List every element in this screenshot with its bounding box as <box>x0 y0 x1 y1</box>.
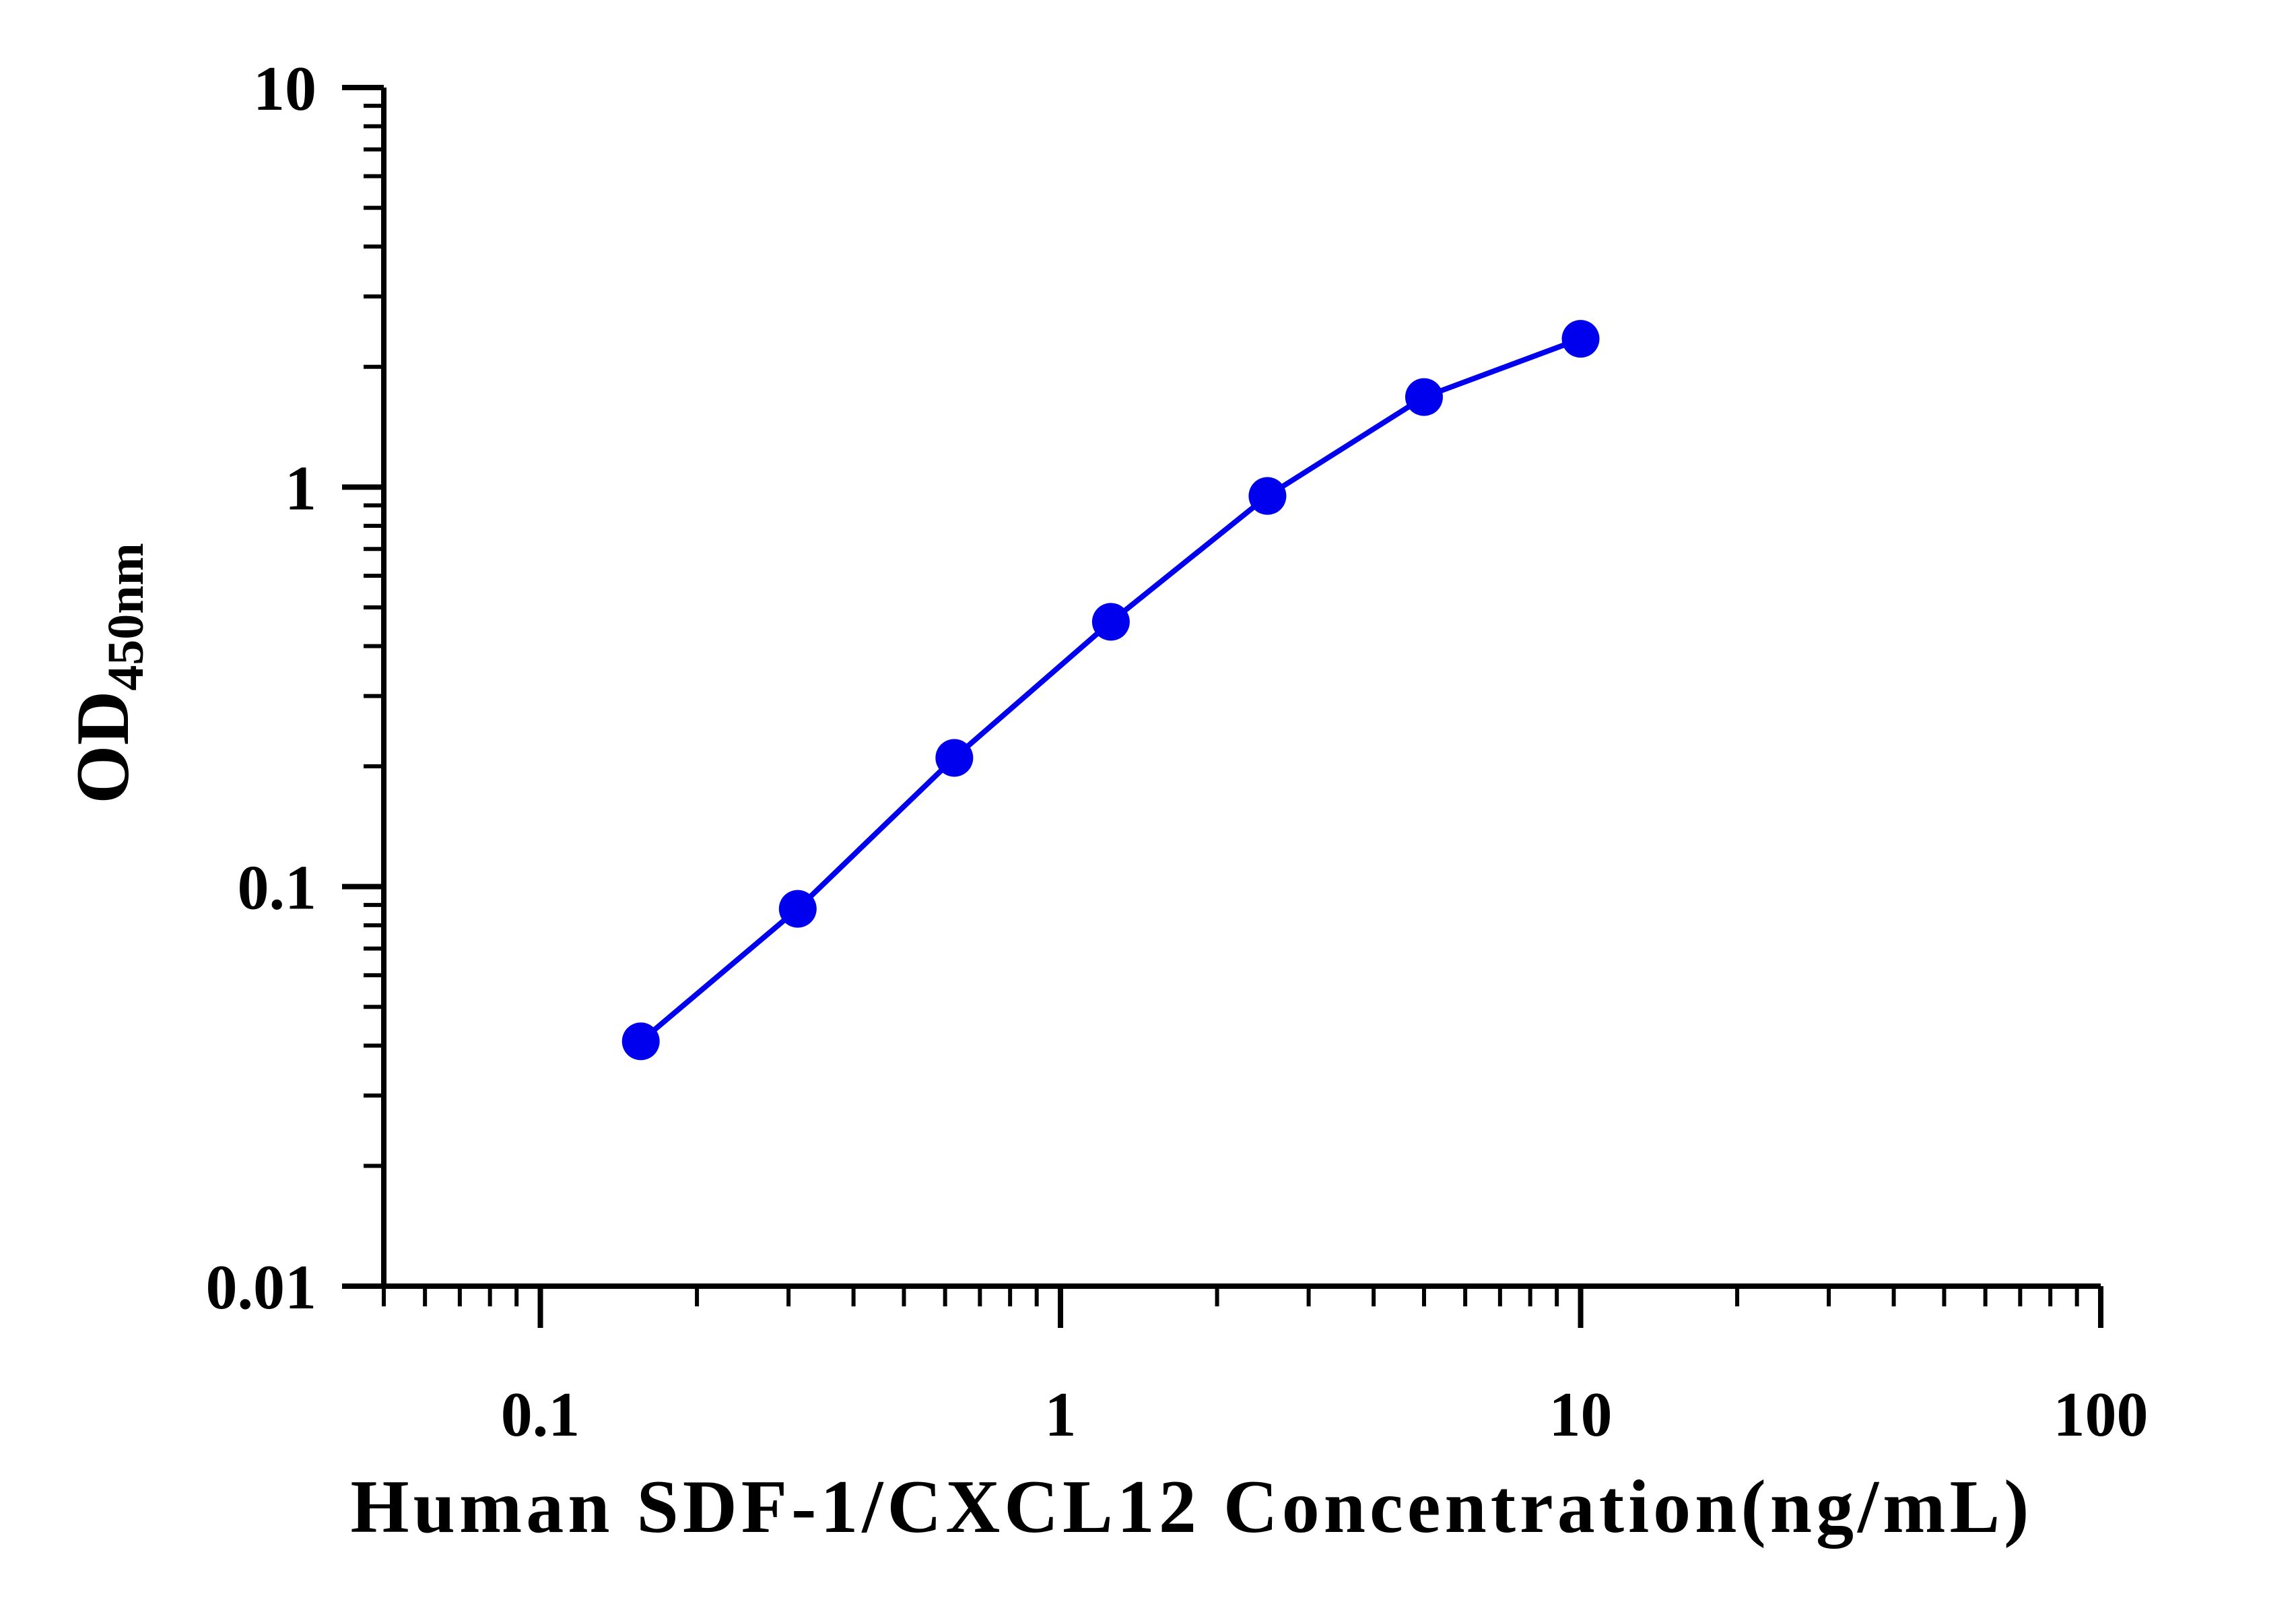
x-tick-label: 100 <box>2054 1380 2149 1450</box>
x-axis-ticks <box>382 1286 2103 1328</box>
y-axis-tick-labels: 0.01 0.1 1 10 <box>206 54 317 1323</box>
x-axis-tick-labels: 0.1 1 10 100 <box>501 1380 2149 1450</box>
series-layer <box>621 320 1600 1061</box>
y-tick-label: 1 <box>285 453 316 523</box>
data-point <box>1091 603 1130 641</box>
series-line <box>639 336 1582 1044</box>
data-point <box>621 1022 660 1061</box>
x-axis-title: Human SDF-1/CXCL12 Concentration(ng/mL) <box>351 1465 2033 1549</box>
y-tick-label: 0.01 <box>206 1252 317 1323</box>
y-tick-label: 10 <box>253 54 316 124</box>
x-tick-label: 10 <box>1549 1380 1613 1450</box>
y-axis-title: OD450nm <box>61 543 154 804</box>
y-tick-label: 0.1 <box>238 853 317 923</box>
y-axis-title-main: OD <box>61 691 145 804</box>
x-tick-label: 0.1 <box>501 1380 580 1450</box>
y-axis-ticks <box>342 85 384 1289</box>
data-point <box>1248 477 1287 515</box>
data-point <box>935 739 974 777</box>
x-tick-label: 1 <box>1045 1380 1077 1450</box>
axes <box>381 88 2101 1289</box>
y-axis-title-subscript: 450nm <box>98 543 154 691</box>
data-point <box>1561 320 1600 358</box>
data-point <box>778 890 817 928</box>
data-point <box>1405 378 1443 416</box>
